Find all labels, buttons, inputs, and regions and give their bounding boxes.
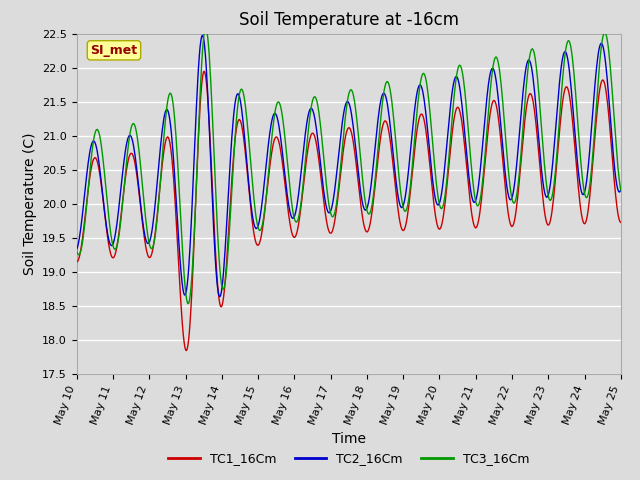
Title: Soil Temperature at -16cm: Soil Temperature at -16cm bbox=[239, 11, 459, 29]
Text: SI_met: SI_met bbox=[90, 44, 138, 57]
Y-axis label: Soil Temperature (C): Soil Temperature (C) bbox=[22, 133, 36, 275]
X-axis label: Time: Time bbox=[332, 432, 366, 445]
Legend: TC1_16Cm, TC2_16Cm, TC3_16Cm: TC1_16Cm, TC2_16Cm, TC3_16Cm bbox=[163, 447, 534, 470]
